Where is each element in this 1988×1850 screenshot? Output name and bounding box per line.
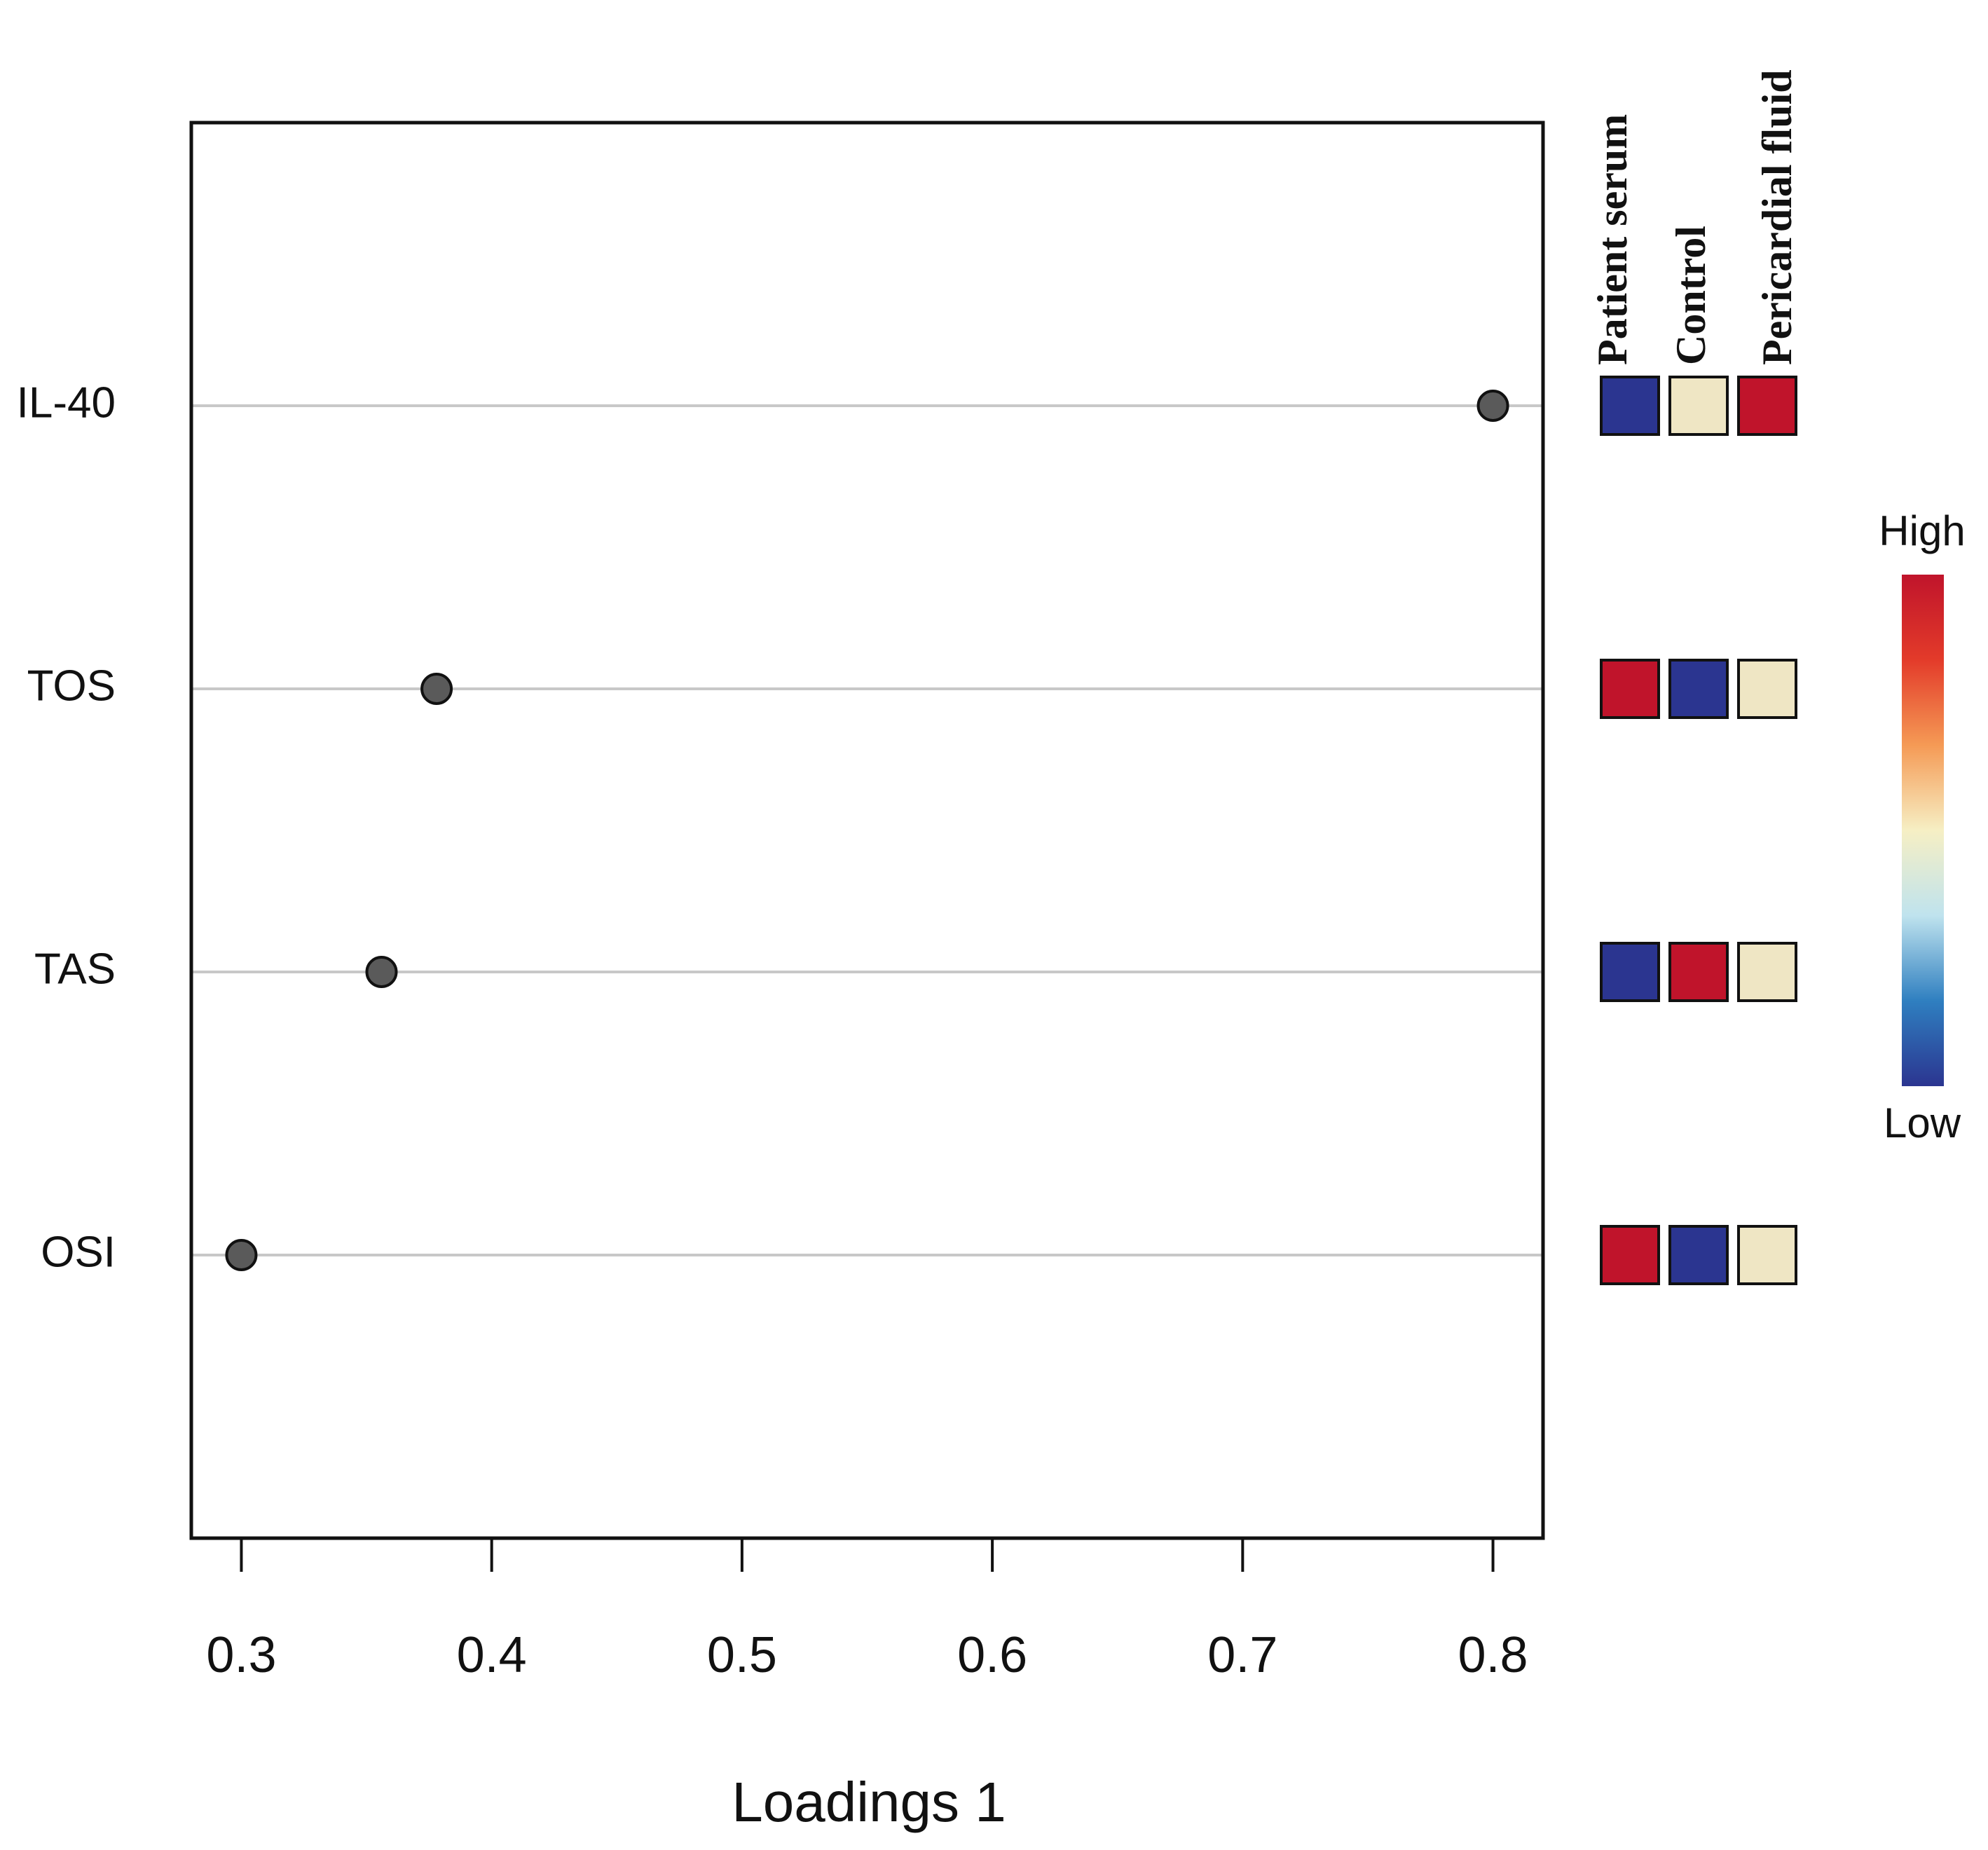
scale-low-label: Low — [1884, 1099, 1961, 1146]
y-tick-label: OSI — [41, 1228, 116, 1276]
heatmap-column-label: Patient serum — [1589, 114, 1636, 365]
heat-cell — [1600, 376, 1660, 436]
heat-cell — [1600, 1225, 1660, 1285]
dot — [225, 1239, 258, 1271]
y-tick-label: TOS — [27, 662, 116, 710]
y-tick-label: IL-40 — [17, 378, 116, 427]
dot — [1476, 390, 1509, 422]
plot-frame — [189, 121, 1545, 1540]
x-tick-label: 0.6 — [957, 1627, 1027, 1683]
scale-high-label: High — [1879, 507, 1965, 554]
heatmap-column-label: Pericardial fluid — [1754, 69, 1800, 365]
x-tick-label: 0.8 — [1458, 1627, 1528, 1683]
heat-cell — [1737, 376, 1797, 436]
color-scale — [1902, 575, 1944, 1086]
heat-cell — [1668, 942, 1729, 1002]
heat-cell — [1737, 942, 1797, 1002]
heatmap-column-label: Control — [1668, 226, 1714, 365]
heat-cell — [1600, 942, 1660, 1002]
heat-cell — [1737, 659, 1797, 719]
x-tick-label: 0.4 — [457, 1627, 527, 1683]
x-axis-label: Loadings 1 — [732, 1771, 1006, 1833]
y-tick-label: TAS — [34, 945, 116, 993]
x-tick-label: 0.5 — [707, 1627, 777, 1683]
heat-cell — [1668, 659, 1729, 719]
x-tick-label: 0.7 — [1207, 1627, 1277, 1683]
heat-cell — [1668, 1225, 1729, 1285]
heat-cell — [1600, 659, 1660, 719]
heat-cell — [1737, 1225, 1797, 1285]
dot — [365, 956, 398, 988]
heat-cell — [1668, 376, 1729, 436]
dot — [420, 673, 453, 705]
x-tick-label: 0.3 — [206, 1627, 276, 1683]
